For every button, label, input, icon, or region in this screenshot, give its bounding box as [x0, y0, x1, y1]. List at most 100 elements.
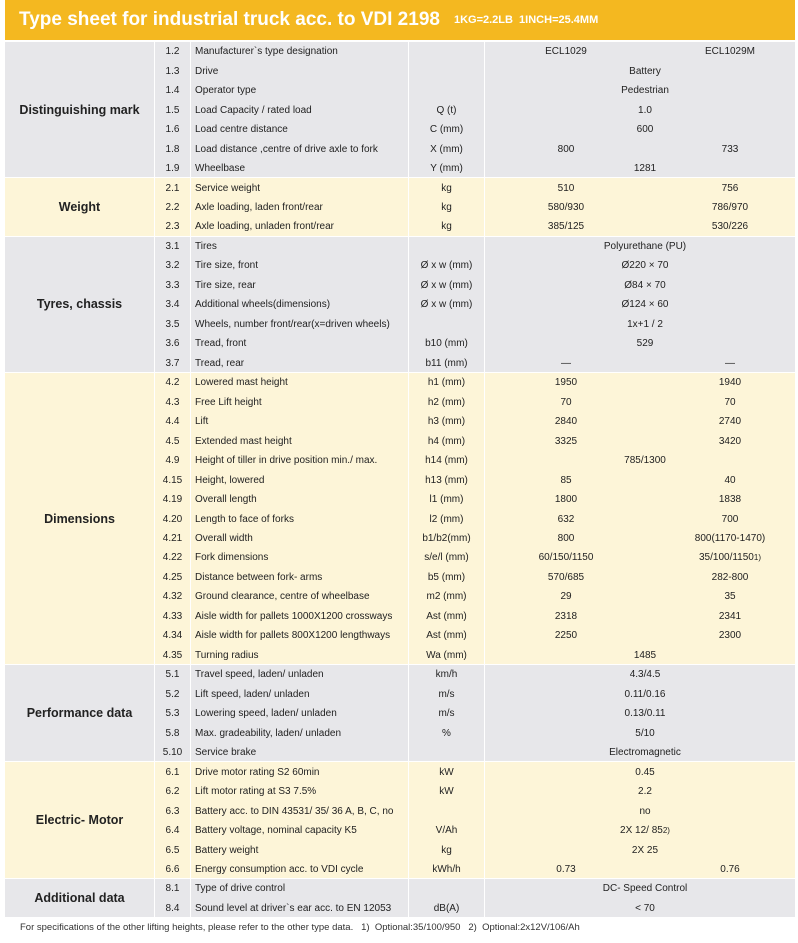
- row-value: Polyurethane (PU): [603, 240, 687, 252]
- row-number: 6.6: [155, 859, 190, 880]
- row-value: 2740: [718, 416, 742, 428]
- row-value: Ø124 × 60: [621, 299, 669, 311]
- row-value: ECL1029: [545, 46, 587, 58]
- row-values-bg: [485, 80, 795, 101]
- row-value: 2300: [718, 630, 742, 642]
- row-item: Axle loading, laden front/rear: [191, 197, 408, 218]
- row-number: 5.8: [155, 723, 190, 743]
- row-value: DC- Speed Control: [602, 883, 688, 895]
- row-number: 4.20: [155, 509, 190, 529]
- section-label: Additional data: [5, 879, 154, 918]
- row-value: 700: [721, 513, 739, 525]
- row-values-bg: [485, 723, 795, 743]
- row-unit: Ast (mm): [409, 606, 484, 627]
- row-number: 4.3: [155, 392, 190, 412]
- row-value: < 70: [635, 902, 655, 914]
- row-value: 35: [724, 591, 736, 603]
- row-item: Operator type: [191, 80, 408, 101]
- footnote-mark: 2): [662, 826, 670, 836]
- row-value: 530/226: [711, 221, 749, 233]
- row-values-bg: [485, 645, 795, 666]
- row-values-bg: [485, 295, 795, 315]
- row-values-bg: [485, 684, 795, 704]
- row-value: 1800: [554, 494, 578, 506]
- row-value: 2840: [554, 416, 578, 428]
- section-divider: [5, 177, 795, 179]
- row-item: Aisle width for pallets 1000X1200 crossw…: [191, 606, 408, 627]
- row-number: 6.1: [155, 762, 190, 782]
- row-item: Load distance ,centre of drive axle to f…: [191, 139, 408, 159]
- row-item: Drive motor rating S2 60min: [191, 762, 408, 782]
- section-label: Weight: [5, 178, 154, 236]
- row-unit: Ast (mm): [409, 626, 484, 646]
- row-number: 8.1: [155, 879, 190, 899]
- row-item: Length to face of forks: [191, 509, 408, 529]
- row-item: Additional wheels(dimensions): [191, 295, 408, 315]
- row-values-bg: [485, 840, 795, 860]
- row-value: 1.0: [638, 104, 652, 116]
- row-values-bg: [485, 509, 795, 529]
- row-values-bg: [485, 411, 795, 432]
- row-values-bg: [485, 528, 795, 549]
- row-number: 3.5: [155, 314, 190, 335]
- row-value: 800: [557, 143, 575, 155]
- row-item: Tread, front: [191, 334, 408, 354]
- row-value: 2318: [554, 610, 578, 622]
- row-values-bg: [485, 548, 795, 568]
- row-unit: [409, 80, 484, 101]
- row-unit: [409, 742, 484, 763]
- row-values-bg: [485, 217, 795, 237]
- section-label: Tyres, chassis: [5, 236, 154, 372]
- row-item: Battery voltage, nominal capacity K5: [191, 820, 408, 841]
- row-value: 3325: [554, 435, 578, 447]
- row-unit: Q (t): [409, 100, 484, 120]
- row-unit: s/e/l (mm): [409, 548, 484, 568]
- row-values-bg: [485, 703, 795, 724]
- section-divider: [5, 235, 795, 238]
- row-value: 800: [557, 532, 575, 544]
- row-item: Height of tiller in drive position min./…: [191, 450, 408, 471]
- row-value: 0.11/0.16: [624, 688, 666, 700]
- row-item: Manufacturer`s type designation: [191, 42, 408, 62]
- row-value: 2250: [554, 630, 578, 642]
- row-values-bg: [485, 898, 795, 919]
- row-number: 3.4: [155, 295, 190, 315]
- row-values-bg: [485, 353, 795, 373]
- row-unit: m/s: [409, 703, 484, 724]
- row-value: 5/10: [635, 727, 655, 739]
- row-unit: [409, 42, 484, 62]
- row-value: 40: [724, 474, 736, 486]
- row-value: 800(1170-1470): [694, 532, 766, 544]
- row-values-bg: [485, 178, 795, 198]
- row-values-bg: [485, 742, 795, 763]
- row-values-bg: [485, 139, 795, 159]
- row-value: 3420: [718, 435, 742, 447]
- row-values-bg: [485, 197, 795, 218]
- row-number: 6.4: [155, 820, 190, 841]
- row-number: 1.2: [155, 42, 190, 62]
- row-item: Load centre distance: [191, 119, 408, 140]
- row-number: 1.8: [155, 139, 190, 159]
- row-value: 4.3/4.5: [629, 669, 661, 681]
- row-number: 1.4: [155, 80, 190, 101]
- row-value: 0.45: [635, 766, 655, 778]
- row-values-bg: [485, 119, 795, 140]
- row-value: 600: [636, 124, 654, 136]
- row-unit: h3 (mm): [409, 411, 484, 432]
- row-values-bg: [485, 392, 795, 412]
- row-value: Electromagnetic: [609, 747, 681, 759]
- row-unit: kWh/h: [409, 859, 484, 880]
- row-unit: m2 (mm): [409, 587, 484, 607]
- row-value: 1950: [554, 377, 578, 389]
- row-unit: kg: [409, 217, 484, 237]
- row-values-bg: [485, 801, 795, 821]
- row-value: 2X 12/ 85 2): [620, 825, 670, 837]
- row-item: Lift speed, laden/ unladen: [191, 684, 408, 704]
- row-number: 4.2: [155, 372, 190, 393]
- row-value: 1838: [718, 494, 742, 506]
- row-value: 632: [557, 513, 575, 525]
- row-value: 785/1300: [624, 455, 666, 467]
- row-unit: h1 (mm): [409, 372, 484, 393]
- row-number: 5.1: [155, 665, 190, 685]
- row-values-bg: [485, 372, 795, 393]
